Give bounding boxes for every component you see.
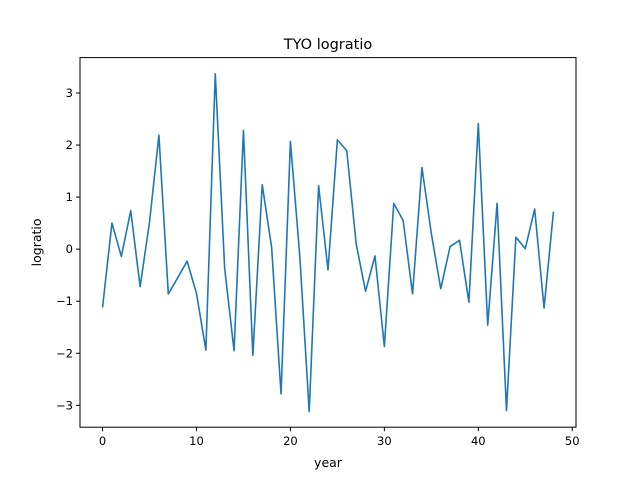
y-tick-label: −2 (56, 346, 73, 360)
y-tick-label: −1 (56, 294, 73, 308)
x-tick-label: 20 (283, 434, 298, 448)
chart-title: TYO logratio (283, 37, 373, 53)
y-tick-label: 2 (66, 138, 73, 152)
x-tick-label: 0 (99, 434, 106, 448)
x-tick-label: 30 (377, 434, 392, 448)
y-tick-label: 0 (66, 242, 73, 256)
x-tick-label: 50 (565, 434, 580, 448)
x-tick-label: 40 (471, 434, 486, 448)
y-tick-label: 3 (66, 86, 73, 100)
y-axis-label: logratio (29, 218, 44, 266)
y-tick-label: 1 (66, 190, 73, 204)
plot-area: 0 10 20 30 40 50 −3 −2 −1 0 1 2 3 (56, 72, 580, 448)
y-tick-label: −3 (56, 398, 73, 412)
series-line-0 (101, 72, 555, 413)
x-tick-label: 10 (189, 434, 204, 448)
x-axis-label: year (314, 455, 343, 470)
axes-frame (79, 57, 577, 428)
